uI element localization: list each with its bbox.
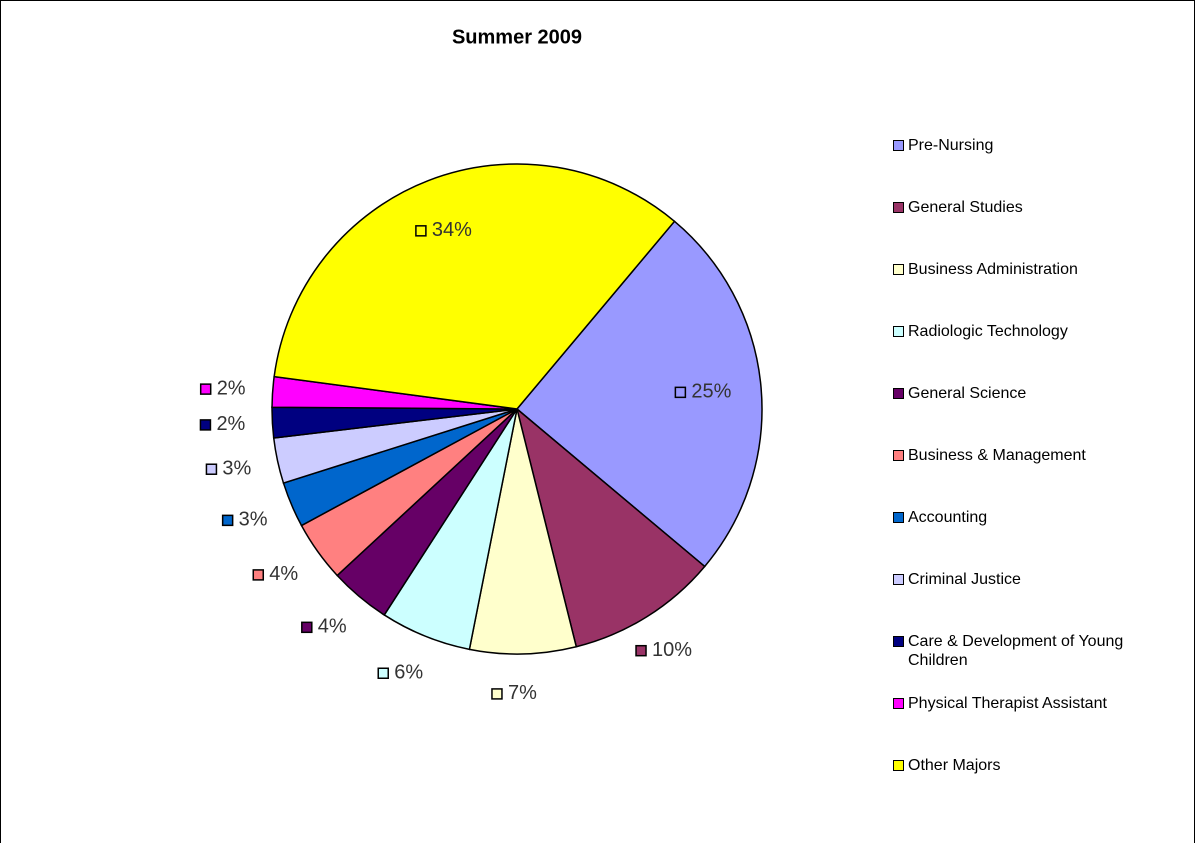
legend-item: Pre-Nursing xyxy=(893,136,1183,155)
legend-swatch xyxy=(893,698,904,709)
data-label: 34% xyxy=(432,219,472,241)
label-swatch xyxy=(377,667,389,679)
legend-item: General Studies xyxy=(893,198,1183,217)
legend-swatch xyxy=(893,140,904,151)
legend-label: Care & Development of Young Children xyxy=(908,633,1124,669)
legend-swatch xyxy=(893,264,904,275)
legend-label: Business & Management xyxy=(908,447,1086,464)
label-swatch xyxy=(674,386,687,399)
label-swatch xyxy=(199,419,212,431)
legend-label: Business Administration xyxy=(908,261,1078,278)
data-label: 2% xyxy=(217,377,246,399)
data-label: 7% xyxy=(508,682,537,704)
legend-label: Accounting xyxy=(908,509,988,526)
pie-slice xyxy=(273,163,676,410)
pie-slice xyxy=(468,408,578,655)
data-label: 6% xyxy=(394,662,423,684)
legend-item: Criminal Justice xyxy=(893,570,1183,589)
pie-slice xyxy=(515,220,763,568)
legend-swatch xyxy=(893,450,904,461)
legend-label: General Studies xyxy=(908,199,1023,216)
data-label: 4% xyxy=(269,563,298,585)
label-swatch xyxy=(301,621,313,634)
legend-label: Criminal Justice xyxy=(908,571,1021,588)
legend-item: Other Majors xyxy=(893,756,1183,775)
legend-item: Business Administration xyxy=(893,260,1183,279)
legend-label: Pre-Nursing xyxy=(908,137,994,154)
legend-item: Business & Management xyxy=(893,446,1183,465)
legend-swatch xyxy=(893,512,904,523)
legend-item: General Science xyxy=(893,384,1183,403)
data-label: 25% xyxy=(691,381,731,403)
label-swatch xyxy=(252,569,265,581)
label-swatch xyxy=(199,383,212,395)
chart-title: Summer 2009 xyxy=(452,26,582,48)
data-label: 3% xyxy=(239,509,268,531)
legend-label: General Science xyxy=(908,385,1027,402)
legend-swatch xyxy=(893,388,904,399)
legend-label: Physical Therapist Assistant xyxy=(908,695,1107,712)
data-label: 10% xyxy=(652,639,692,661)
data-label: 3% xyxy=(222,458,251,480)
data-label: 4% xyxy=(318,616,347,638)
legend-item: Care & Development of Young Children xyxy=(893,632,1183,670)
legend-swatch xyxy=(893,326,904,337)
label-swatch xyxy=(491,688,503,700)
pie-slice xyxy=(515,406,706,648)
legend-item: Physical Therapist Assistant xyxy=(893,694,1183,713)
label-swatch xyxy=(415,225,427,237)
label-swatch xyxy=(205,463,218,475)
legend-label: Other Majors xyxy=(908,757,1001,774)
legend-item: Accounting xyxy=(893,508,1183,527)
legend-swatch xyxy=(893,760,904,771)
legend-label: Radiologic Technology xyxy=(908,323,1068,340)
label-swatch xyxy=(635,644,647,657)
legend-item: Radiologic Technology xyxy=(893,322,1183,341)
label-swatch xyxy=(221,514,234,527)
legend-swatch xyxy=(893,636,904,647)
data-label: 2% xyxy=(216,413,245,435)
legend-swatch xyxy=(893,202,904,213)
legend-swatch xyxy=(893,574,904,585)
